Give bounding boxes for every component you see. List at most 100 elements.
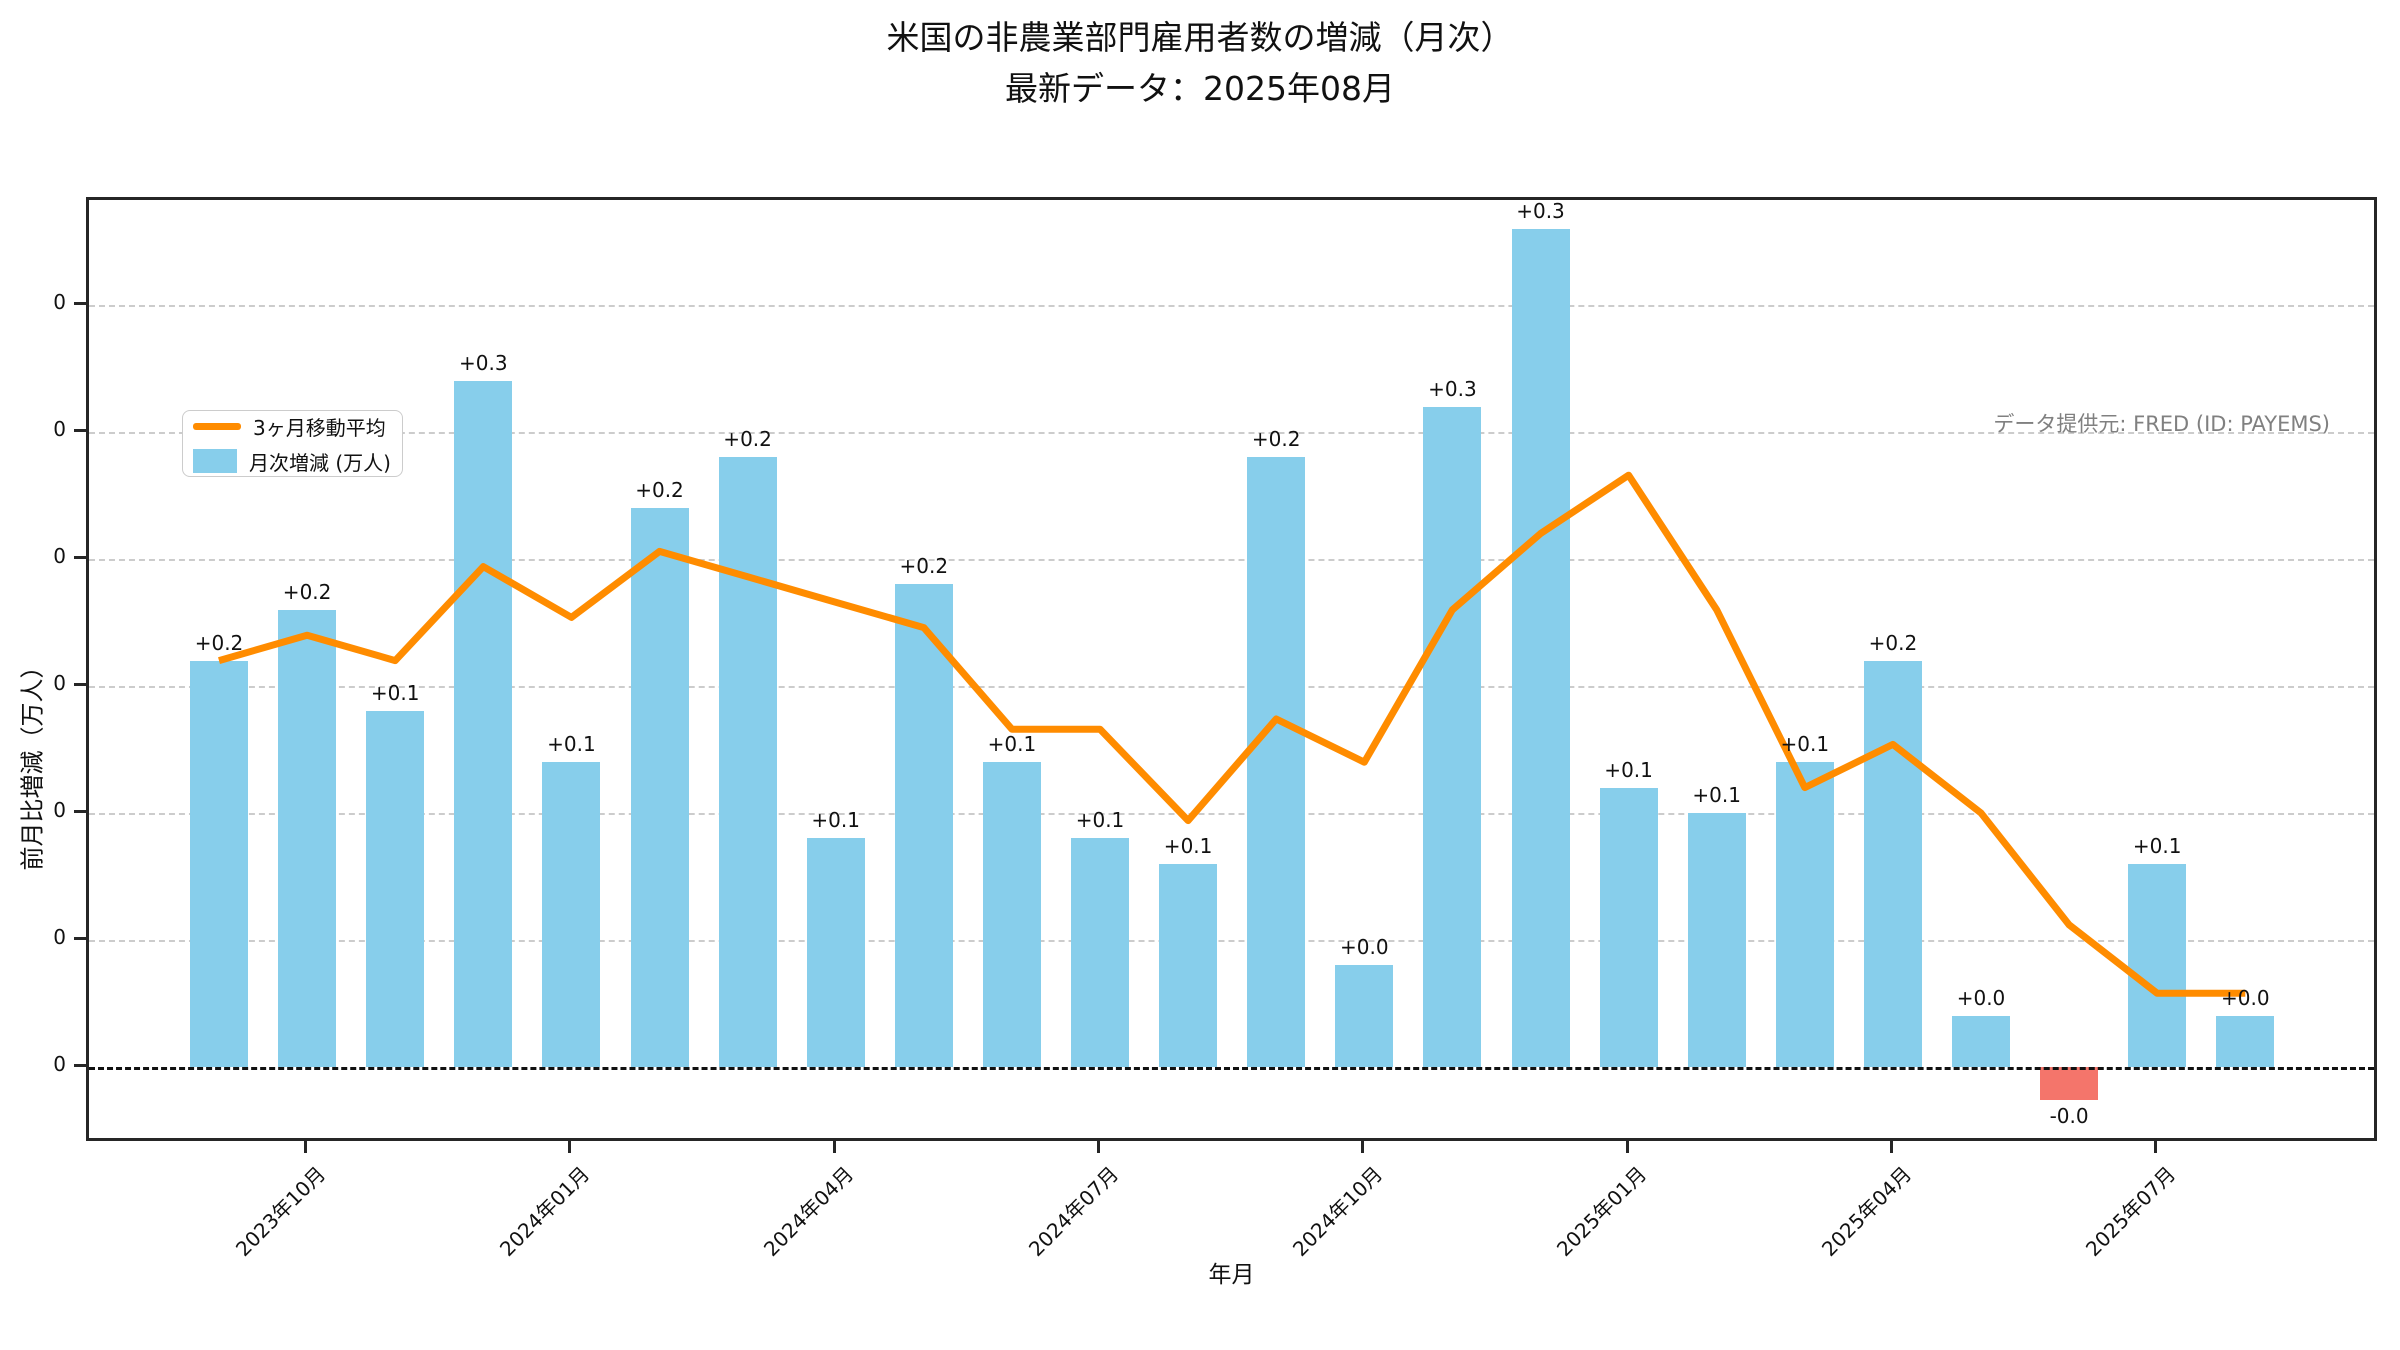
x-tick-label: 2025年04月: [1816, 1161, 1916, 1262]
x-tick-label: 2024年10月: [1287, 1161, 1388, 1262]
bar-2025-05: [1952, 1016, 2010, 1067]
x-tick-label: 2024年07月: [1023, 1161, 1123, 1262]
x-axis-label: 年月: [1208, 1262, 1255, 1288]
ma-line-swatch-icon: [193, 422, 241, 430]
y-tick-label: 0: [53, 544, 66, 568]
bar-2023-09: [190, 660, 248, 1067]
x-tick-mark: [1097, 1141, 1100, 1153]
h-gridline: [89, 305, 2374, 307]
bar-2025-04: [1863, 660, 1922, 1067]
bar-2024-02: [630, 508, 689, 1067]
bar-value-label: +0.0: [2221, 986, 2270, 1011]
plot-area: +0.2 +0.2 +0.1 +0.3 +0.1 +0.2 +0.2 +0.1 +0.2 +0.1…: [86, 197, 2377, 1141]
bar-2025-07: [2128, 863, 2187, 1067]
bar-2023-12: [454, 381, 513, 1067]
bar-value-label: +0.1: [370, 681, 420, 706]
bar-2024-01: [542, 762, 601, 1067]
x-tick-label: 2025年07月: [2080, 1161, 2181, 1262]
chart-subtitle: 最新データ：2025年08月: [1005, 69, 1395, 109]
chart-title: 米国の非農業部門雇用者数の増減（月次）: [886, 18, 1514, 57]
bar-value-label: +0.0: [1340, 935, 1389, 960]
x-tick-mark: [2154, 1141, 2158, 1153]
bar-value-label: +0.2: [1251, 427, 1301, 452]
y-tick-mark: [74, 683, 86, 686]
bar-2024-06: [982, 762, 1041, 1067]
h-gridline: [89, 432, 2374, 434]
legend-ma-label: 3ヶ月移動平均: [253, 415, 386, 440]
y-tick-label: 0: [53, 671, 66, 695]
ma-line-path: [218, 471, 2246, 997]
bar-2024-08: [1159, 863, 1218, 1067]
bar-value-label: +0.0: [1956, 986, 2006, 1011]
bar-value-label: +0.1: [1692, 783, 1741, 807]
bar-value-label: +0.1: [547, 732, 596, 757]
x-tick-mark: [568, 1141, 572, 1153]
bar-value-label: +0.1: [811, 808, 860, 833]
bar-value-label: +0.2: [635, 478, 684, 503]
bar-2023-11: [366, 711, 425, 1067]
y-tick-mark: [74, 810, 86, 813]
bar-2025-08: [2216, 1016, 2275, 1067]
moving-average-line: [218, 471, 2246, 997]
x-tick-label: 2025年01月: [1552, 1161, 1652, 1262]
bar-2024-12: [1511, 228, 1570, 1067]
zero-baseline: [89, 1067, 2374, 1070]
y-tick-label: 0: [53, 798, 66, 822]
y-axis-label: 前月比増減（万人）: [18, 654, 47, 871]
x-tick-mark: [832, 1141, 836, 1153]
h-gridline: [89, 940, 2374, 942]
bar-2025-06: [2040, 1067, 2099, 1101]
y-tick-label: 0: [53, 417, 66, 441]
bar-value-label: +0.1: [1075, 808, 1125, 833]
bar-2025-02: [1687, 813, 1746, 1067]
x-tick-label: 2024年04月: [759, 1161, 859, 1262]
bar-value-label: +0.1: [1604, 757, 1653, 782]
bar-value-label: +0.2: [194, 630, 244, 655]
h-gridline: [89, 813, 2374, 815]
bar-value-label: +0.3: [1516, 198, 1565, 223]
x-tick-label: 2024年01月: [494, 1161, 595, 1262]
bar-value-label: +0.1: [1780, 732, 1830, 757]
bar-2023-10: [278, 609, 337, 1067]
bar-2024-04: [806, 838, 865, 1067]
bar-value-label: +0.2: [899, 554, 949, 579]
bar-2024-05: [894, 584, 953, 1067]
chart-title-block: 米国の非農業部門雇用者数の増減（月次） 最新データ：2025年08月: [0, 12, 2400, 114]
bar-value-label: +0.3: [1428, 376, 1477, 401]
legend-row-ma: 3ヶ月移動平均: [193, 412, 392, 441]
bar-2025-01: [1599, 787, 1658, 1067]
x-tick-label: 2023年10月: [230, 1161, 330, 1262]
bar-value-label: +0.1: [1163, 833, 1213, 858]
legend-bar-label: 月次増減 (万人): [249, 450, 391, 475]
y-tick-label: 0: [53, 1052, 66, 1076]
data-source-note: データ提供元: FRED (ID: PAYEMS): [1993, 412, 2330, 436]
y-tick-mark: [74, 937, 86, 940]
y-tick-label: 0: [53, 290, 66, 314]
bar-value-label: +0.2: [723, 427, 772, 452]
bar-2024-03: [718, 457, 777, 1067]
y-tick-mark: [74, 429, 86, 432]
y-tick-mark: [74, 1064, 86, 1067]
bar-2024-11: [1423, 406, 1482, 1067]
bar-value-label: +0.3: [459, 351, 508, 376]
legend-row-bar: 月次増減 (万人): [193, 447, 392, 476]
x-tick-mark: [1625, 1141, 1629, 1153]
bar-2025-03: [1775, 762, 1834, 1067]
bar-2024-09: [1247, 457, 1306, 1067]
y-tick-mark: [74, 302, 86, 305]
bar-value-label: -0.0: [2049, 1104, 2089, 1129]
legend: 3ヶ月移動平均 月次増減 (万人): [182, 410, 403, 477]
x-tick-mark: [1361, 1141, 1365, 1153]
bar-2024-07: [1071, 838, 1129, 1067]
x-tick-mark: [304, 1141, 308, 1153]
bar-value-label: +0.2: [1868, 630, 1918, 655]
h-gridline: [89, 686, 2374, 688]
x-tick-mark: [1889, 1141, 1893, 1153]
bar-value-label: +0.1: [2132, 833, 2182, 858]
bar-value-label: +0.2: [282, 579, 332, 604]
y-tick-mark: [74, 556, 86, 559]
y-tick-label: 0: [53, 925, 66, 949]
h-gridline: [89, 559, 2374, 561]
bar-value-label: +0.1: [987, 732, 1037, 757]
